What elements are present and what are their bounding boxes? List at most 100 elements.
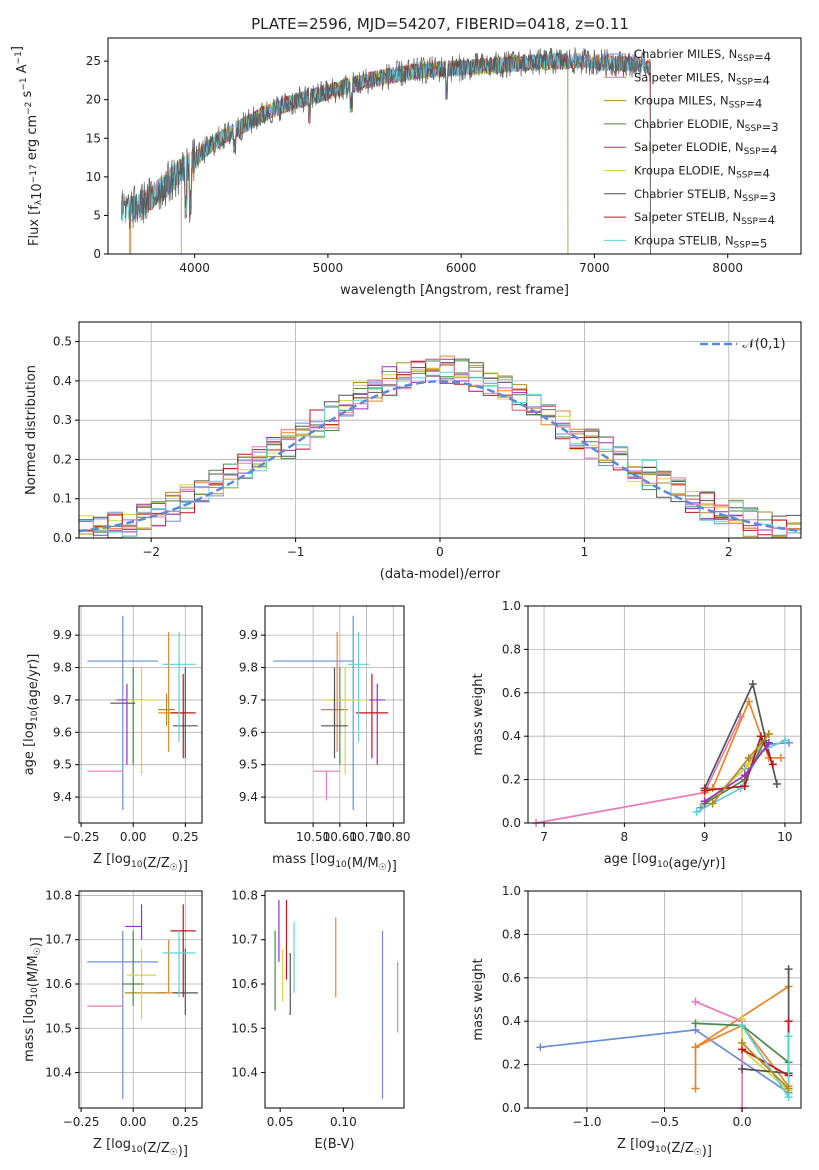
label-part: mass weight: [471, 958, 486, 1040]
errorbar-point: [273, 615, 354, 811]
errorbar-point: [162, 631, 196, 743]
x-tick-label: −0.25: [63, 830, 100, 844]
x-axis-label: E(B-V): [314, 1137, 354, 1152]
label-part: f: [27, 205, 42, 210]
y-tick-label: 0: [93, 247, 101, 261]
label-part: N: [720, 94, 729, 108]
y-tick-label: 0.6: [502, 971, 521, 985]
y-tick-label: 9.6: [53, 725, 72, 739]
errorbar-point: [172, 948, 198, 1015]
x-tick-label: 0.05: [267, 1115, 294, 1129]
label-part: ☉: [33, 947, 43, 955]
weight-lines: [532, 680, 793, 827]
label-part: Z [: [93, 852, 111, 867]
errorbar-point: [347, 631, 370, 743]
x-tick-label: 0.10: [330, 1115, 357, 1129]
label-part: log: [635, 1137, 655, 1152]
label-part: Z [: [617, 1137, 635, 1152]
y-tick-label: 9.4: [239, 790, 258, 804]
label-part: −17: [29, 164, 39, 183]
mass_vs_ebv-panel: 0.05 0.10 10.4 10.5 10.6 10.7 10.8 E(B-V): [231, 888, 405, 1152]
label-part: N: [727, 70, 736, 84]
label-part: age [: [22, 742, 37, 775]
label-part: Chabrier ELODIE,: [634, 117, 736, 131]
y-tick-label: 0.4: [53, 374, 72, 388]
weight-line: [741, 1042, 790, 1090]
massweight_vs_Z-panel: −1.0 −0.5 0.0 0.0 0.2 0.4 0.6 0.8 1.0 Z [log10(Z/…: [471, 884, 802, 1159]
errorbar-point: [87, 930, 159, 1100]
plus-marker: [708, 784, 717, 793]
label-part: =5: [750, 236, 767, 250]
errorbars: [274, 899, 399, 1100]
histogram-pink: [79, 358, 801, 538]
y-tick-label: 9.4: [53, 790, 72, 804]
label-part: (Z/: [142, 1141, 161, 1156]
age_vs_Z-panel: −0.25 0.00 0.259.49.59.69.79.89.9Z [log10(…: [22, 605, 203, 874]
plus-marker: [784, 738, 793, 747]
label-part: log: [315, 852, 335, 867]
label-part: M: [367, 856, 378, 871]
y-tick-label: 9.6: [239, 725, 258, 739]
residuals-panel: −2 −1 0 1 2 0.0 0.1 0.2 0.3 0.4 0.5 (data-model)/er…: [24, 321, 802, 582]
plus-marker: [744, 753, 753, 762]
label-part: log: [22, 999, 37, 1019]
plus-marker: [692, 808, 701, 817]
axes-frame: [107, 37, 802, 255]
y-tick-label: 20: [86, 93, 101, 107]
weight-line: [535, 716, 742, 824]
x-tick-label: 0: [436, 545, 444, 559]
plus-marker: [764, 730, 773, 739]
y-tick-label: 25: [86, 54, 101, 68]
y-axis-label: age [log10(age/yr)]: [22, 654, 41, 776]
spectrum-panel: 4000 5000 6000 7000 8000 0 5 10 15 20 25 wavelength…: [10, 37, 802, 298]
label-part: Chabrier MILES,: [634, 47, 729, 61]
legend-label: Kroupa ELODIE, NSSP=4: [634, 164, 770, 181]
histogram-salpeter-elodie: [79, 358, 801, 538]
label-part: 10: [30, 987, 40, 999]
y-axis-label: mass weight: [471, 958, 486, 1040]
x-tick-label: −2: [142, 545, 160, 559]
plus-marker: [691, 1019, 700, 1028]
errorbars: [273, 615, 388, 811]
legend-label: Salpeter MILES, NSSP=4: [634, 70, 770, 87]
y-tick-label: 9.8: [239, 661, 258, 675]
x-tick-label: 0.00: [120, 830, 147, 844]
label-part: Normed distribution: [24, 365, 39, 495]
label-part: Kroupa ELODIE,: [634, 164, 727, 178]
y-tick-label: 0.8: [502, 927, 521, 941]
plus-marker: [784, 1084, 793, 1093]
label-part: 10: [30, 183, 45, 200]
errorbar-point: [323, 667, 367, 775]
label-part: ☉: [170, 1148, 178, 1158]
x-tick-label: 1: [581, 545, 589, 559]
y-axis-label: mass [log10(M/M☉)]: [22, 937, 44, 1062]
y-tick-label: 10.5: [231, 1021, 258, 1035]
x-axis-label: Z [log10(Z/Z☉)]: [93, 1137, 188, 1159]
y-axis-label: mass weight: [471, 673, 486, 755]
label-part: (Z/: [666, 1141, 685, 1156]
label-part: λ: [34, 199, 44, 205]
y-tick-label: 0.4: [502, 1014, 521, 1028]
errorbar-point: [126, 948, 157, 1020]
label-part: Kroupa MILES,: [634, 94, 720, 108]
y-tick-label: 1.0: [502, 884, 521, 898]
label-part: 10: [335, 860, 347, 870]
label-part: 10: [30, 710, 40, 722]
y-axis-label: Flux [fλ10−17 erg cm−2 s−1 A−1]: [10, 46, 45, 246]
y-tick-label: 10.6: [231, 977, 258, 991]
label-part: =4: [761, 143, 778, 157]
x-tick-label: 10.60: [323, 830, 357, 844]
label-part: ☉: [379, 863, 387, 873]
x-axis-label: Z [log10(Z/Z☉)]: [617, 1137, 712, 1159]
y-tick-label: 5: [93, 208, 101, 222]
x-tick-label: 8000: [712, 261, 743, 275]
y-tick-label: 9.9: [53, 628, 72, 642]
label-part: )]: [702, 1144, 712, 1159]
x-tick-label: 0.25: [172, 1115, 199, 1129]
errorbar-point: [321, 667, 348, 759]
spectrum-line: [120, 47, 651, 254]
label-part: 10: [655, 1145, 667, 1155]
